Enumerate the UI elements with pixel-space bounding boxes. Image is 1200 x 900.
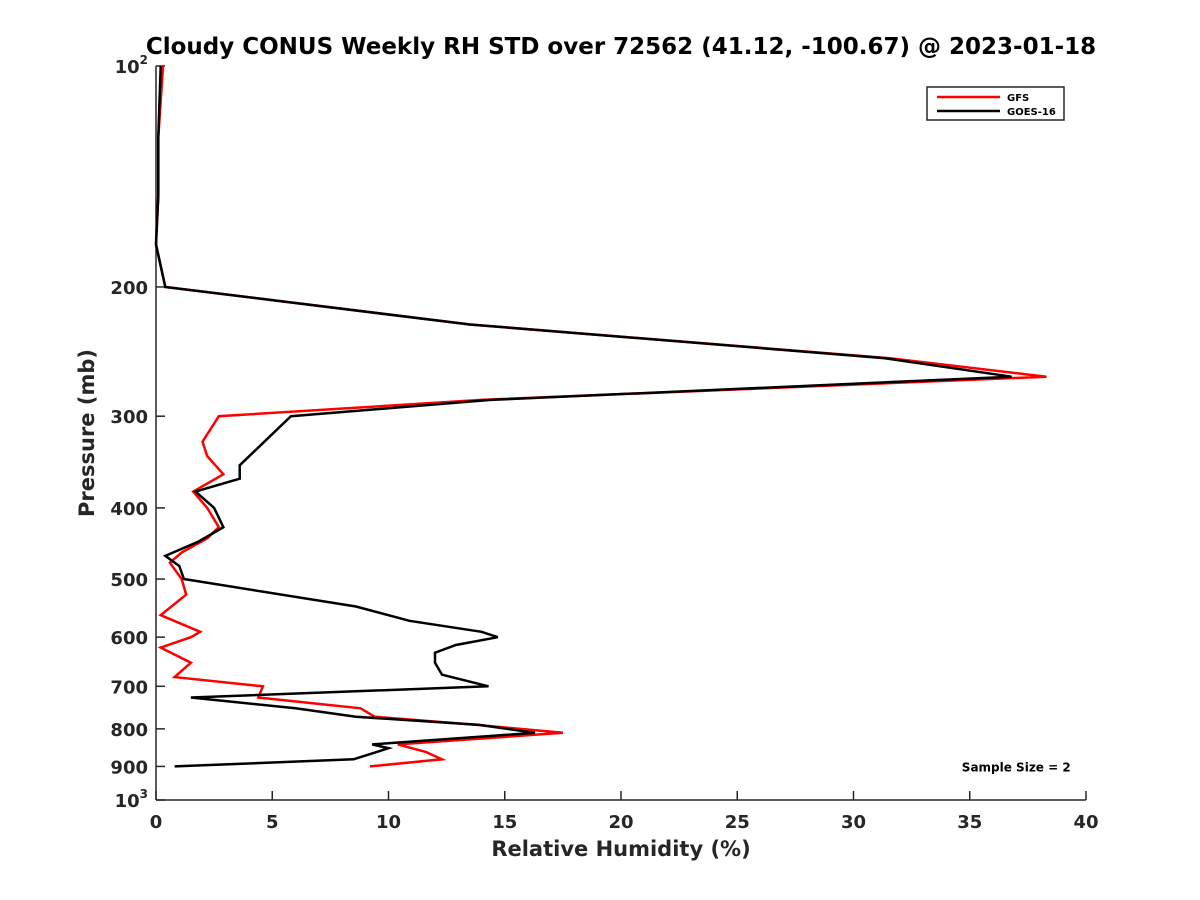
legend-box [926,86,1065,121]
y-tick-label: 200 [110,278,148,299]
legend: GFS GOES-16 [926,86,1065,121]
y-tick-label: 300 [110,407,148,428]
x-tick-label: 25 [725,812,750,833]
x-tick-label: 10 [376,812,401,833]
y-tick-label-base: 10 [115,57,140,78]
y-tick-label: 103 [115,787,148,812]
x-tick-label: 0 [150,812,163,833]
y-tick-label: 400 [110,499,148,520]
y-tick-label: 600 [110,628,148,649]
x-tick-label: 30 [841,812,866,833]
x-tick-label: 40 [1073,812,1098,833]
y-tick-label-exponent: 2 [140,53,148,67]
x-axis-label: Relative Humidity (%) [491,837,750,861]
y-tick-label-base: 10 [115,791,140,812]
x-tick-label: 5 [266,812,279,833]
y-tick-label: 900 [110,757,148,778]
x-tick-label: 20 [608,812,633,833]
y-tick-label-exponent: 3 [140,787,148,801]
plot-background [156,66,1086,800]
y-axis-label: Pressure (mb) [75,349,99,517]
annotations: Sample Size = 2 [962,760,1071,774]
series-line-goes-16 [154,65,1012,768]
plot-area [156,66,1086,800]
y-tick-label: 800 [110,720,148,741]
chart-title: Cloudy CONUS Weekly RH STD over 72562 (4… [146,34,1096,60]
y-tick-label: 500 [110,570,148,591]
x-axis: 0 5 10 15 20 25 30 35 40 [150,791,1099,833]
y-tick-label: 700 [110,677,148,698]
series-layer [154,65,1047,768]
x-tick-label: 15 [492,812,517,833]
y-tick-label: 102 [115,53,148,78]
legend-label: GOES-16 [1007,107,1056,118]
legend-label: GFS [1007,93,1029,104]
x-tick-label: 35 [957,812,982,833]
sample-size-note: Sample Size = 2 [962,760,1071,774]
